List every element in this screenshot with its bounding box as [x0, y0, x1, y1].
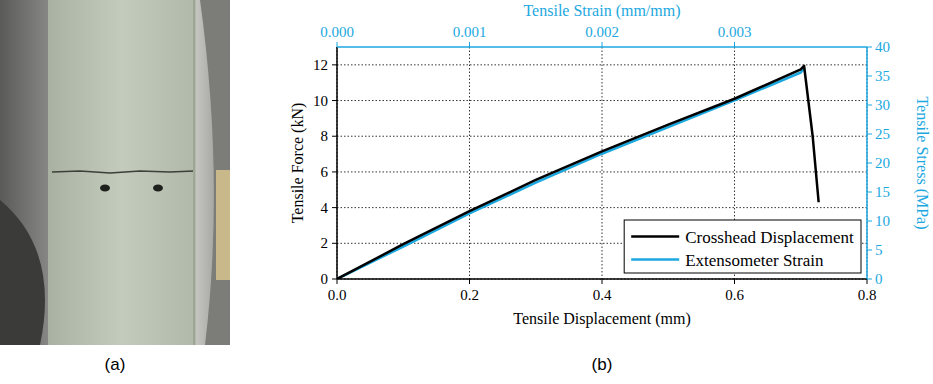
tick-label: 25 — [875, 126, 890, 142]
tick-label: 35 — [875, 68, 890, 84]
crack — [52, 171, 194, 173]
tick — [332, 136, 337, 137]
grid-line — [337, 47, 338, 279]
legend-label: Extensometer Strain — [685, 251, 824, 270]
legend-swatch — [631, 258, 679, 261]
tick-label: 10 — [313, 93, 328, 109]
tick-label: 0 — [875, 271, 883, 287]
tick-label: 10 — [875, 213, 890, 229]
panel-label: (a) — [105, 355, 126, 374]
grid-line — [337, 171, 867, 172]
specimen-strip — [48, 0, 196, 345]
tick — [734, 279, 735, 284]
tick-label: 0.000 — [320, 24, 354, 40]
axis-title: Tensile Displacement (mm) — [513, 310, 691, 328]
tick — [602, 42, 603, 47]
tick-label: 2 — [321, 235, 329, 251]
legend-box — [624, 220, 861, 273]
grid-line — [469, 47, 470, 279]
tick-label: 0.8 — [858, 287, 877, 303]
tick-label: 15 — [875, 184, 890, 200]
tick — [867, 105, 872, 106]
strip-edge — [193, 0, 195, 345]
tick — [332, 100, 337, 101]
grid-line — [337, 207, 867, 208]
tick-label: 5 — [875, 242, 883, 258]
grid-line — [337, 100, 867, 101]
photo-background — [0, 0, 230, 345]
tick — [332, 171, 337, 172]
tick-label: 0.4 — [593, 287, 612, 303]
photo — [0, 0, 230, 345]
tick-label: 0.001 — [453, 24, 487, 40]
tick — [337, 42, 338, 47]
figure: (a)0.00.20.40.60.80246810120.0000.0010.0… — [0, 0, 933, 384]
legend-label: Crosshead Displacement — [685, 228, 854, 247]
tick-label: 12 — [313, 57, 328, 73]
legend: Crosshead Displacement Extensometer Strai… — [624, 220, 861, 273]
grid-line — [602, 47, 603, 279]
tick — [469, 42, 470, 47]
axis-title: Tensile Strain (mm/mm) — [523, 2, 680, 20]
tick — [332, 64, 337, 65]
y-axis-line — [336, 47, 338, 279]
tick-label: 30 — [875, 97, 890, 113]
tick — [469, 279, 470, 284]
photo-shadow — [0, 200, 45, 345]
tick — [867, 279, 868, 284]
tick — [867, 221, 872, 222]
tick — [332, 207, 337, 208]
grid-line — [337, 136, 867, 137]
tick-label: 0.002 — [585, 24, 619, 40]
tick-label: 40 — [875, 39, 890, 55]
chart: 0.00.20.40.60.80246810120.0000.0010.0020… — [289, 2, 931, 328]
gauge-mark — [153, 185, 163, 192]
tick — [867, 279, 872, 280]
plot-area — [337, 47, 867, 279]
tick — [867, 192, 872, 193]
axis-title: Tensile Force (kN) — [289, 103, 307, 224]
gauge-mark — [100, 185, 110, 192]
tick — [867, 47, 872, 48]
tick — [734, 42, 735, 47]
axis-title: Tensile Stress (MPa) — [913, 96, 931, 229]
tick-label: 6 — [321, 164, 329, 180]
tick — [867, 163, 872, 164]
tick — [867, 134, 872, 135]
tick — [602, 279, 603, 284]
tick-label: 0.003 — [718, 24, 752, 40]
tick-label: 0.2 — [460, 287, 479, 303]
grid-line — [337, 64, 867, 65]
legend-swatch — [631, 235, 679, 238]
tick — [867, 250, 872, 251]
tick — [332, 279, 337, 280]
tick-label: 0 — [321, 271, 329, 287]
photo-clip — [216, 170, 230, 280]
tick-label: 4 — [321, 200, 329, 216]
tick-label: 8 — [321, 128, 329, 144]
tick — [332, 243, 337, 244]
tick — [867, 76, 872, 77]
tick-label: 0.0 — [328, 287, 347, 303]
tick-label: 20 — [875, 155, 890, 171]
tick — [337, 279, 338, 284]
photo-edge — [200, 0, 230, 345]
tick-label: 0.6 — [725, 287, 744, 303]
panel-label: (b) — [592, 355, 613, 374]
